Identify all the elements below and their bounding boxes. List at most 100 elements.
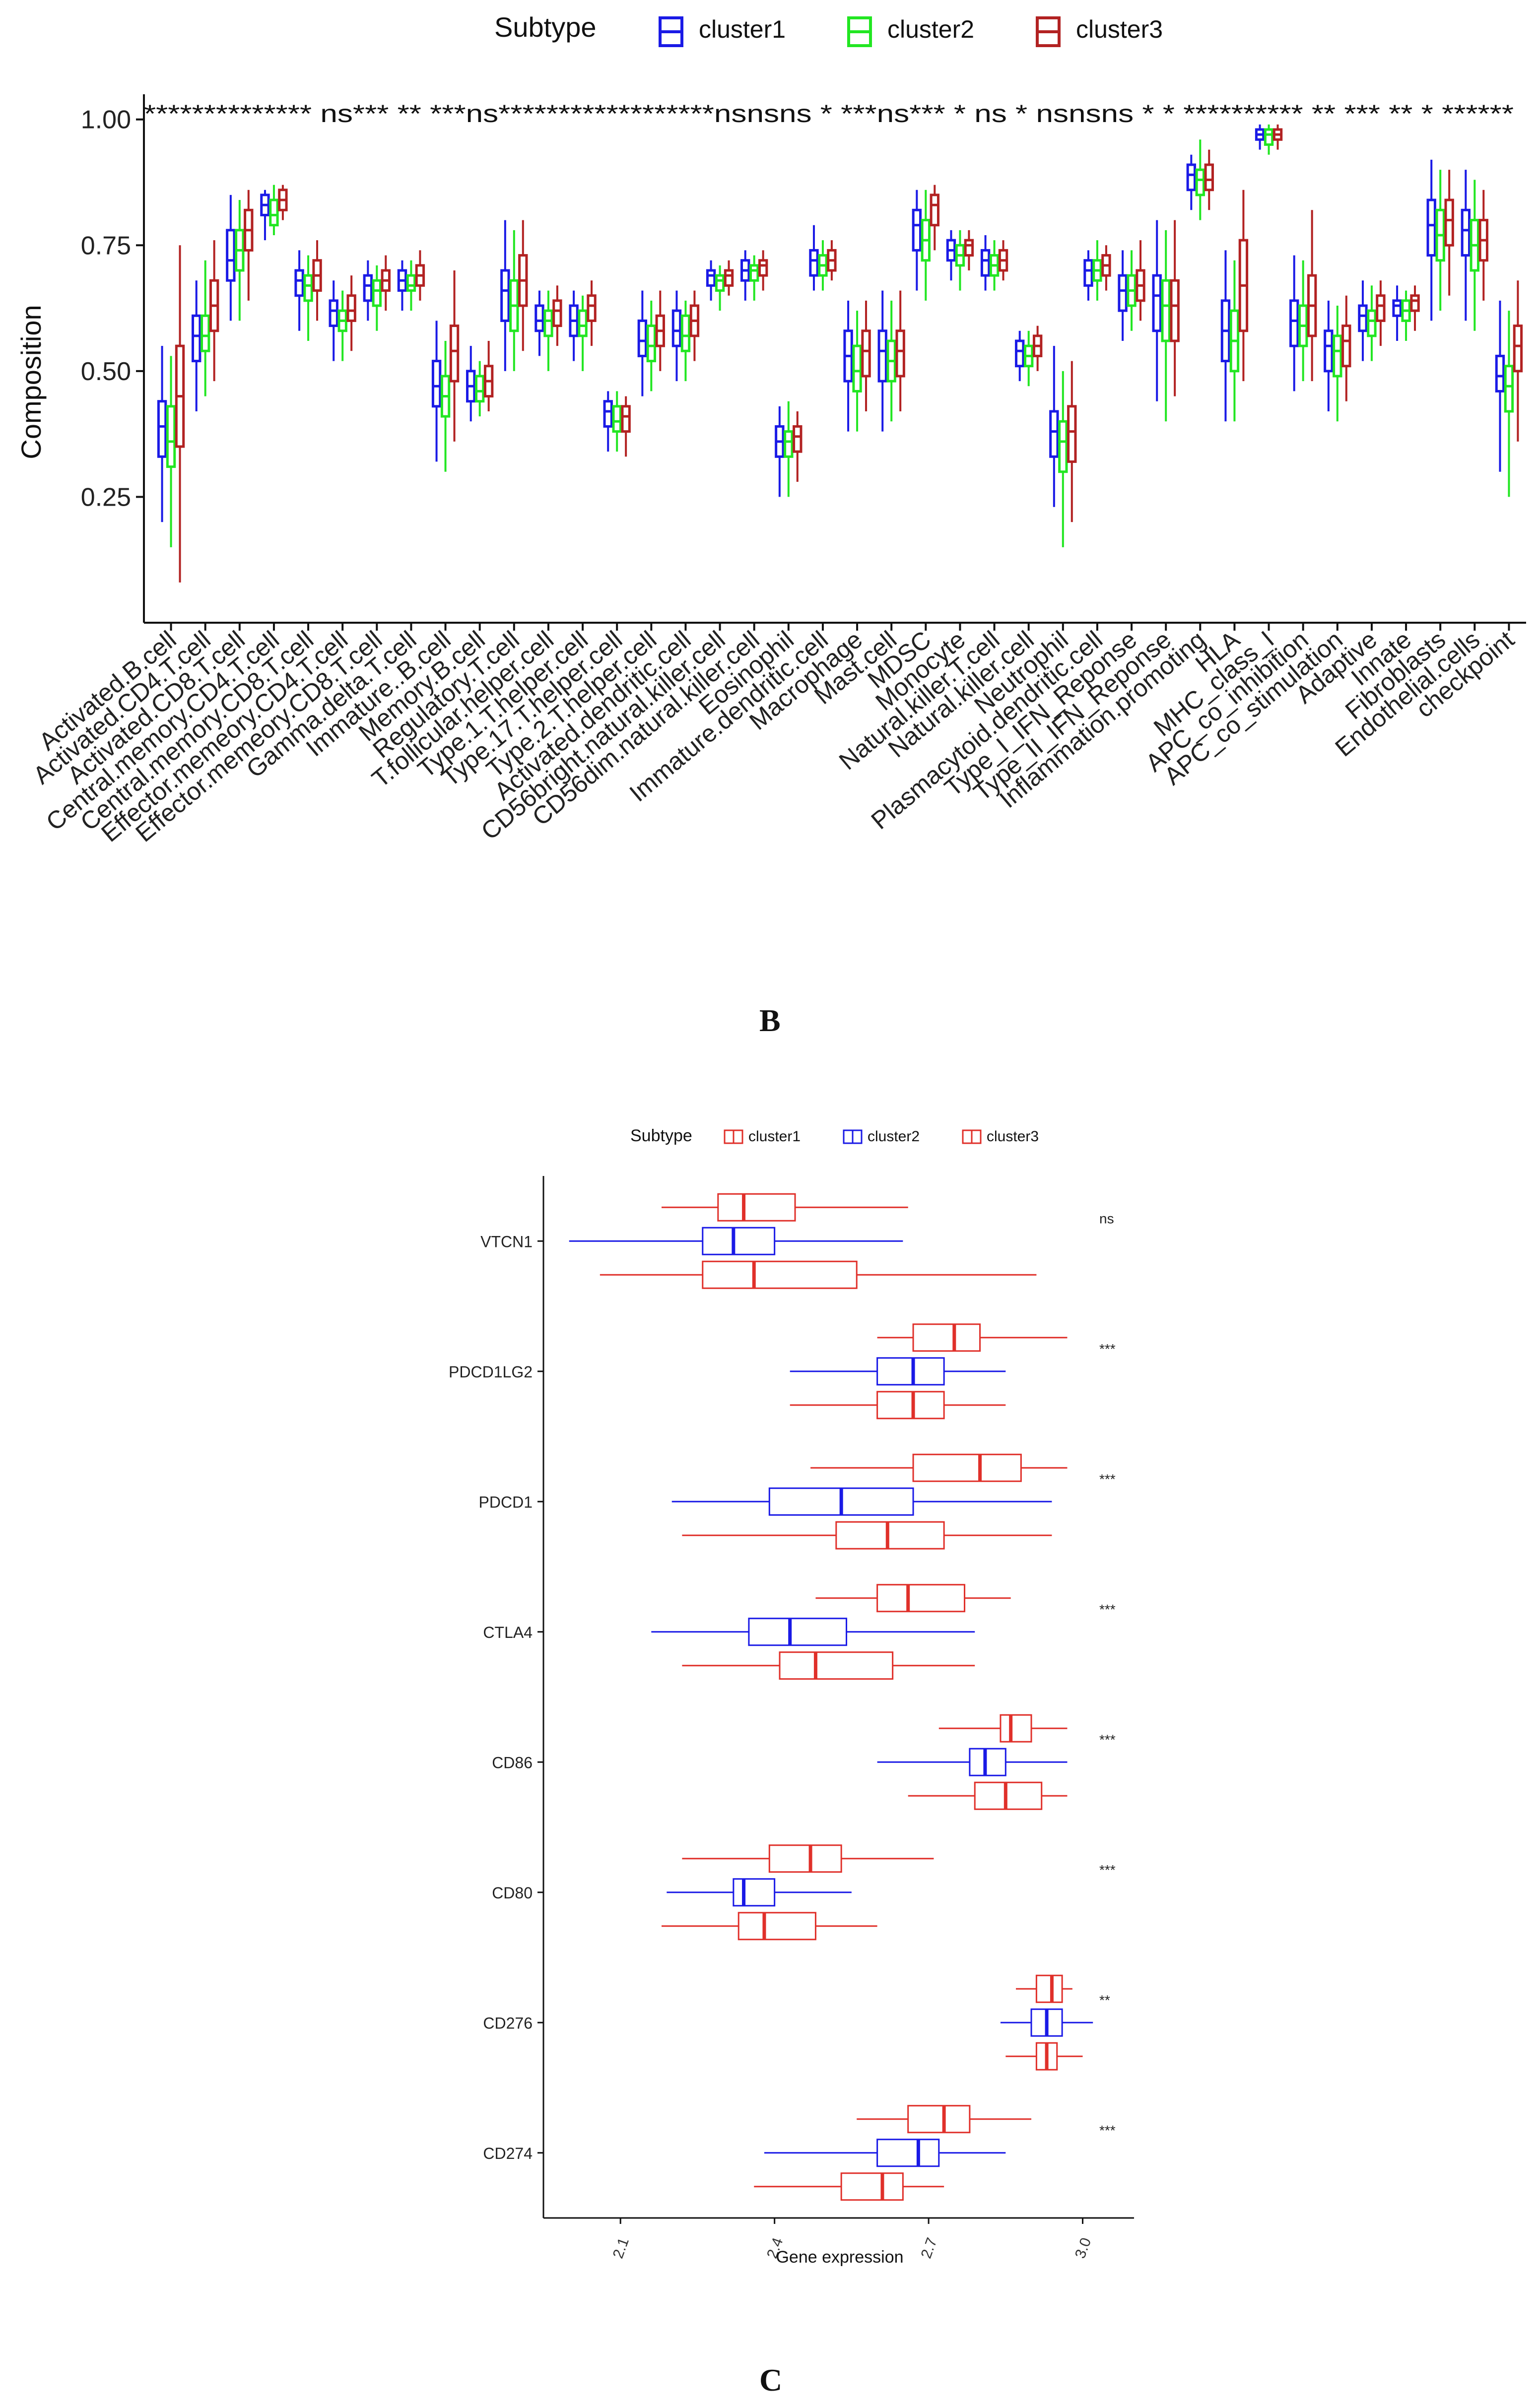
box-cluster1	[980, 235, 991, 291]
box-cluster3	[930, 185, 939, 251]
box-cluster2	[646, 300, 657, 391]
box-cluster1	[1392, 285, 1402, 341]
box-cluster3	[1272, 124, 1283, 150]
box-body	[543, 309, 553, 337]
box-body	[1195, 168, 1205, 196]
box-cluster1	[1049, 346, 1059, 507]
box-cluster3	[587, 280, 597, 346]
box-cluster1	[912, 190, 922, 291]
box-cluster2	[1023, 330, 1034, 387]
box-cluster1	[1495, 300, 1505, 472]
hbox-cluster2	[667, 1878, 852, 1907]
box-cluster3	[655, 290, 665, 371]
legend-item-cluster2: cluster2	[843, 1128, 920, 1145]
box-cluster3	[1410, 285, 1420, 331]
box-body	[406, 274, 416, 292]
box-cluster1	[535, 290, 544, 356]
significance-label: ***	[1099, 1862, 1116, 1878]
hbox-cluster1	[1016, 1974, 1072, 2003]
gene-expression-boxplot: Subtype cluster1 cluster2 cluster3 2.1 2.4 2…	[449, 1126, 1134, 2267]
box-body	[1376, 294, 1386, 322]
box-cluster2	[989, 240, 1000, 291]
box-body	[702, 1227, 776, 1255]
box-body	[1410, 294, 1420, 312]
box-cluster3	[415, 250, 425, 301]
box-body	[363, 274, 373, 302]
box-body	[612, 405, 622, 433]
box-body	[1152, 274, 1162, 332]
box-cluster2	[955, 230, 965, 291]
box-cluster1	[1083, 250, 1093, 301]
box-body	[671, 309, 682, 347]
box-cluster2	[1298, 260, 1308, 382]
box-body	[431, 360, 442, 408]
box-body	[1367, 309, 1377, 337]
box-cluster1	[740, 250, 750, 301]
legend-item-cluster1: cluster1	[659, 15, 786, 47]
box-cluster2	[166, 356, 176, 547]
box-cluster3	[1478, 190, 1488, 301]
box-body	[964, 239, 974, 257]
box-cluster1	[1220, 250, 1231, 422]
box-body	[907, 2105, 971, 2134]
hbox-cluster2	[569, 1227, 903, 1255]
box-body	[1358, 304, 1368, 332]
panel-label-b: B	[759, 1003, 781, 1038]
box-cluster1	[500, 220, 510, 371]
y-tick-label-b: 0.25	[81, 483, 131, 512]
box-body	[930, 194, 939, 227]
box-body	[1341, 325, 1351, 368]
gene-label: CD274	[483, 2145, 533, 2162]
box-body	[895, 329, 905, 378]
box-body	[1426, 198, 1436, 257]
box-cluster3	[209, 240, 219, 382]
box-cluster2	[886, 300, 896, 422]
box-cluster3	[861, 300, 871, 411]
box-body	[1170, 279, 1180, 342]
box-cluster2	[543, 290, 553, 371]
box-body	[1161, 279, 1171, 342]
box-cluster1	[397, 260, 407, 311]
box-body	[715, 274, 725, 292]
box-cluster1	[843, 300, 853, 432]
box-body	[1015, 339, 1025, 368]
box-cluster2	[784, 401, 794, 497]
box-body	[226, 229, 236, 282]
significance-label: ***	[1099, 1341, 1116, 1357]
box-body	[912, 1453, 1022, 1482]
legend-item-cluster2: cluster2	[847, 15, 974, 47]
box-cluster3	[964, 230, 974, 270]
box-cluster3	[1341, 295, 1351, 401]
gene-label: CTLA4	[483, 1624, 533, 1641]
hbox-cluster1	[815, 1584, 1011, 1613]
box-cluster2	[200, 260, 210, 396]
x-axis-title-c: Gene expression	[776, 2248, 903, 2267]
box-cluster2	[1264, 124, 1274, 155]
box-body	[876, 1584, 966, 1613]
plot-area-b: 0.250.500.751.00Activated.B.cellActivate…	[28, 94, 1526, 847]
box-body	[702, 1260, 858, 1289]
box-cluster2	[818, 240, 828, 291]
box-body	[768, 1844, 842, 1873]
box-cluster1	[706, 260, 716, 301]
box-cluster1	[603, 391, 613, 452]
box-cluster2	[715, 265, 725, 311]
box-cluster2	[1161, 230, 1171, 422]
legend-title-b: Subtype	[494, 11, 597, 43]
box-cluster3	[346, 275, 356, 351]
box-cluster1	[1152, 220, 1162, 401]
box-body	[578, 309, 588, 337]
hbox-cluster2	[877, 1748, 1068, 1776]
hbox-cluster1	[810, 1453, 1068, 1482]
box-body	[329, 299, 338, 327]
box-cluster2	[1229, 260, 1240, 422]
box-body	[1035, 1974, 1063, 2003]
box-cluster1	[1015, 330, 1025, 382]
box-cluster3	[244, 190, 254, 301]
box-body	[1083, 259, 1093, 287]
box-body	[779, 1651, 894, 1680]
box-cluster3	[381, 255, 391, 311]
hbox-cluster3	[600, 1260, 1037, 1289]
hbox-cluster2	[764, 2139, 1006, 2167]
box-cluster3	[1136, 240, 1145, 321]
